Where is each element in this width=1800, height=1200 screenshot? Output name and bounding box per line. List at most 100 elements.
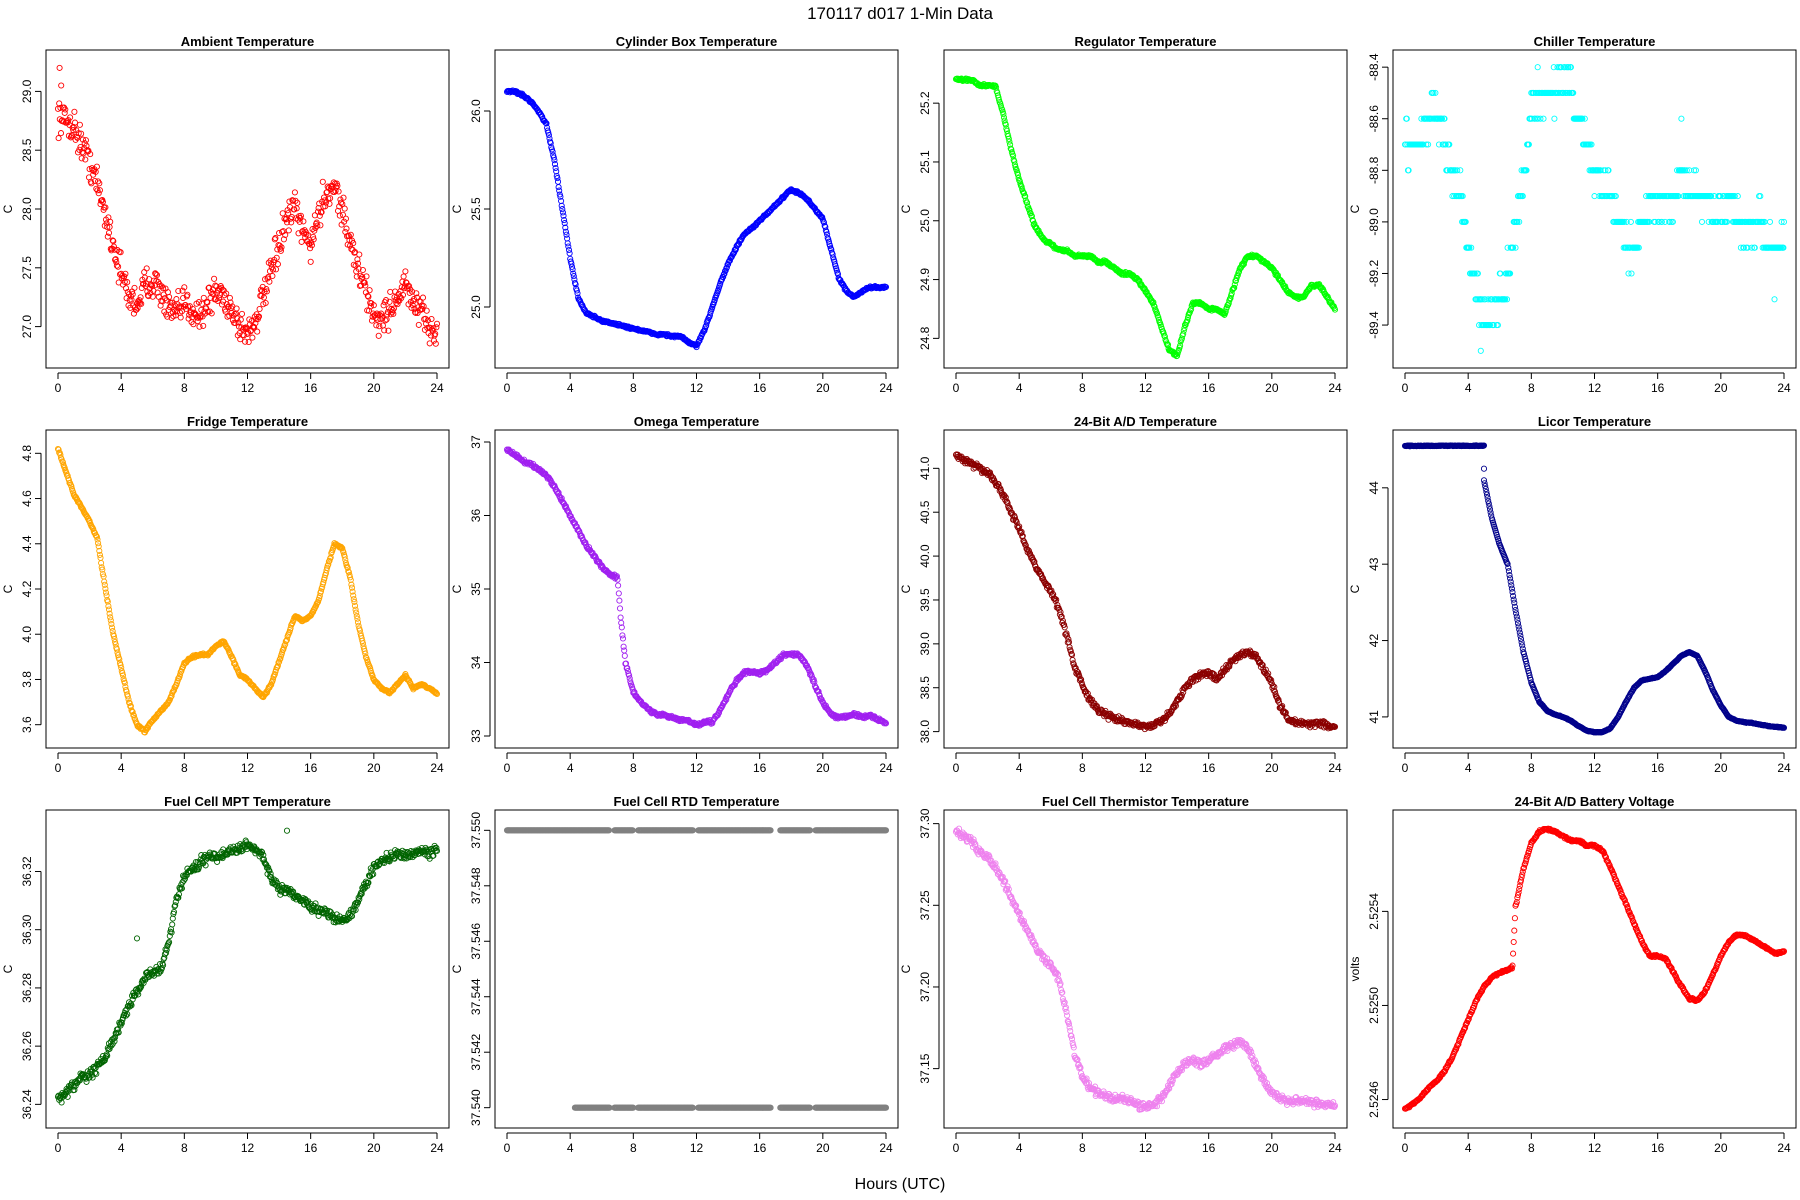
data-point [1479,296,1486,303]
data-point [386,298,393,305]
x-tick-label: 0 [953,381,960,395]
data-point [277,655,284,662]
x-tick-label: 24 [1777,381,1791,395]
data-point [141,274,148,281]
data-point [1537,115,1544,122]
data-point [1180,330,1187,338]
data-point [1279,702,1286,710]
data-point [110,243,117,250]
data-point [133,306,140,313]
data-point [65,476,72,484]
data-point [307,245,314,252]
y-tick-label: 41.0 [918,456,932,480]
data-point [184,291,191,298]
data-point [77,143,84,151]
data-point [1627,218,1634,225]
data-point [1526,672,1533,679]
data-point [115,263,122,270]
data-point [95,190,102,197]
data-point [823,228,830,236]
data-point [569,266,576,273]
data-point [1211,671,1218,678]
data-point [361,279,368,286]
data-point [1771,296,1778,303]
data-point [774,657,781,664]
data-series [952,75,1339,360]
data-point [285,227,292,234]
data-point [1517,632,1524,639]
data-point [327,195,334,202]
data-point [1635,244,1642,251]
y-tick-label: 4.0 [20,626,34,643]
data-point [389,307,396,314]
panel-title: Chiller Temperature [1534,34,1656,49]
data-point [262,299,269,307]
data-point [1523,167,1530,174]
data-point [359,637,366,644]
data-point [1155,314,1162,321]
data-point [275,659,282,666]
data-point [547,476,554,483]
data-point [1277,704,1284,711]
data-point [170,687,177,695]
data-point [1318,284,1325,291]
data-point [276,656,283,663]
data-point [1509,589,1516,596]
data-point [1011,158,1018,165]
x-tick-label: 24 [1777,761,1791,775]
data-point [94,187,101,194]
y-tick-label: 34 [469,656,483,670]
data-point [1022,542,1029,549]
data-point [1508,582,1515,589]
data-point [1065,636,1072,643]
data-point [720,273,727,280]
data-point [1025,547,1032,554]
data-point [560,212,567,219]
data-point [1565,64,1572,71]
data-point [58,82,65,89]
data-point [1524,665,1531,672]
data-point [837,277,844,284]
data-point [1118,714,1125,721]
data-point [154,289,161,296]
data-point [339,211,346,218]
x-tick-label: 0 [1402,381,1409,395]
data-point [276,658,283,666]
data-point [1510,592,1517,600]
data-point [266,268,274,275]
data-point [1022,193,1029,200]
x-tick-label: 16 [1651,381,1665,395]
data-point [398,295,405,302]
data-point [57,130,65,137]
data-point [1485,296,1492,303]
data-point [392,297,399,304]
data-point [718,276,725,283]
y-tick-label: 28.0 [20,197,34,221]
data-point [1016,177,1023,184]
data-point [263,288,270,295]
data-point [1231,281,1238,288]
x-tick-label: 16 [1651,761,1665,775]
plot-frame [943,429,1348,749]
data-point [424,317,431,324]
x-tick-label: 12 [241,761,255,775]
data-point [320,194,328,201]
data-point [1683,167,1690,174]
data-point [72,493,79,500]
data-point [339,545,346,552]
data-point [1506,572,1513,579]
data-point [107,218,114,225]
data-point [564,240,571,247]
data-point [568,260,575,267]
data-point [103,592,110,599]
data-point [221,292,228,299]
data-point [379,315,386,322]
data-point [1026,207,1033,214]
data-point [314,222,321,229]
data-point [200,322,207,329]
data-point [1018,528,1025,535]
data-point [565,246,573,254]
data-point [130,712,137,719]
y-tick-label: 37 [469,435,483,449]
data-point [1025,547,1032,554]
